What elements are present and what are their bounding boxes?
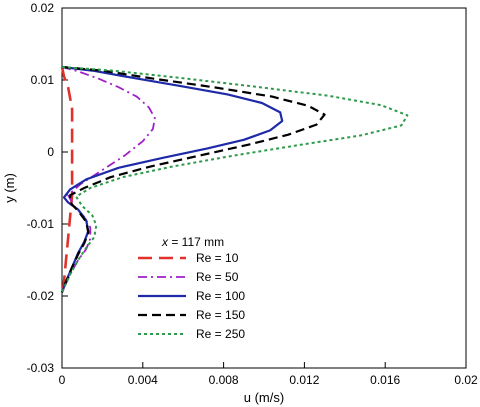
legend-label: Re = 150 [196, 308, 245, 322]
series-line [60, 66, 74, 297]
legend-title: x = 117 mm [161, 235, 224, 249]
legend-label: Re = 10 [196, 251, 239, 265]
y-axis-title: y (m) [2, 173, 17, 203]
x-axis-title: u (m/s) [244, 390, 284, 405]
x-tick-label: 0.016 [370, 373, 400, 387]
legend-label: Re = 250 [196, 327, 245, 341]
plot-frame [61, 7, 467, 369]
x-tick-label: 0.004 [128, 373, 158, 387]
legend-label: Re = 100 [196, 289, 245, 303]
series-line [61, 66, 156, 293]
y-tick-label: 0 [47, 145, 54, 159]
y-tick-label: -0.01 [27, 217, 55, 231]
x-tick-label: 0 [59, 373, 66, 387]
legend: x = 117 mm Re = 10 Re = 50 Re = 100 Re = 15… [138, 235, 245, 341]
series-group [60, 65, 409, 297]
ticks: 0 0.004 0.008 0.012 0.016 0.02 0.02 0.01 0 -0.01 -… [27, 1, 478, 387]
x-tick-label: 0.02 [454, 373, 478, 387]
y-tick-label: -0.03 [27, 361, 55, 375]
legend-title-rest: = 117 mm [168, 235, 224, 249]
series-line [60, 65, 326, 293]
legend-title-var: x [161, 235, 169, 249]
y-tick-label: -0.02 [27, 289, 55, 303]
y-tick-label: 0.02 [31, 1, 55, 15]
y-tick-label: 0.01 [31, 73, 55, 87]
legend-label: Re = 50 [196, 270, 239, 284]
x-tick-label: 0.008 [209, 373, 239, 387]
x-tick-label: 0.012 [289, 373, 319, 387]
